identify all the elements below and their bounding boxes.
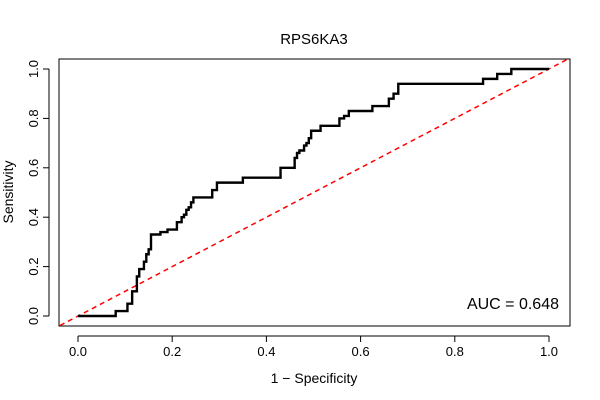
auc-annotation: AUC = 0.648 (467, 296, 559, 313)
x-tick-label: 1.0 (540, 344, 558, 359)
y-axis-label: Sensitivity (0, 160, 16, 223)
roc-curve (78, 67, 549, 318)
x-axis-label: 1 − Specificity (271, 370, 358, 386)
x-tick-label: 0.8 (446, 344, 464, 359)
y-tick-label: 0.0 (26, 307, 41, 325)
x-tick-label: 0.2 (163, 344, 181, 359)
y-tick-label: 0.2 (26, 258, 41, 276)
y-tick-label: 0.4 (26, 208, 41, 226)
y-tick-label: 0.8 (26, 109, 41, 127)
axes: 0.0 0.2 0.4 0.6 0.8 1.0 0.0 0.2 0.4 0.6 0.8 1.0 (26, 60, 558, 359)
x-tick-label: 0.4 (257, 344, 275, 359)
reference-diagonal-line (59, 58, 568, 327)
x-tick-label: 0.6 (352, 344, 370, 359)
x-tick-label: 0.0 (69, 344, 87, 359)
y-tick-label: 1.0 (26, 60, 41, 78)
chart-title: RPS6KA3 (280, 31, 348, 48)
series (59, 58, 568, 327)
y-tick-label: 0.6 (26, 159, 41, 177)
plot-frame (58, 58, 571, 327)
